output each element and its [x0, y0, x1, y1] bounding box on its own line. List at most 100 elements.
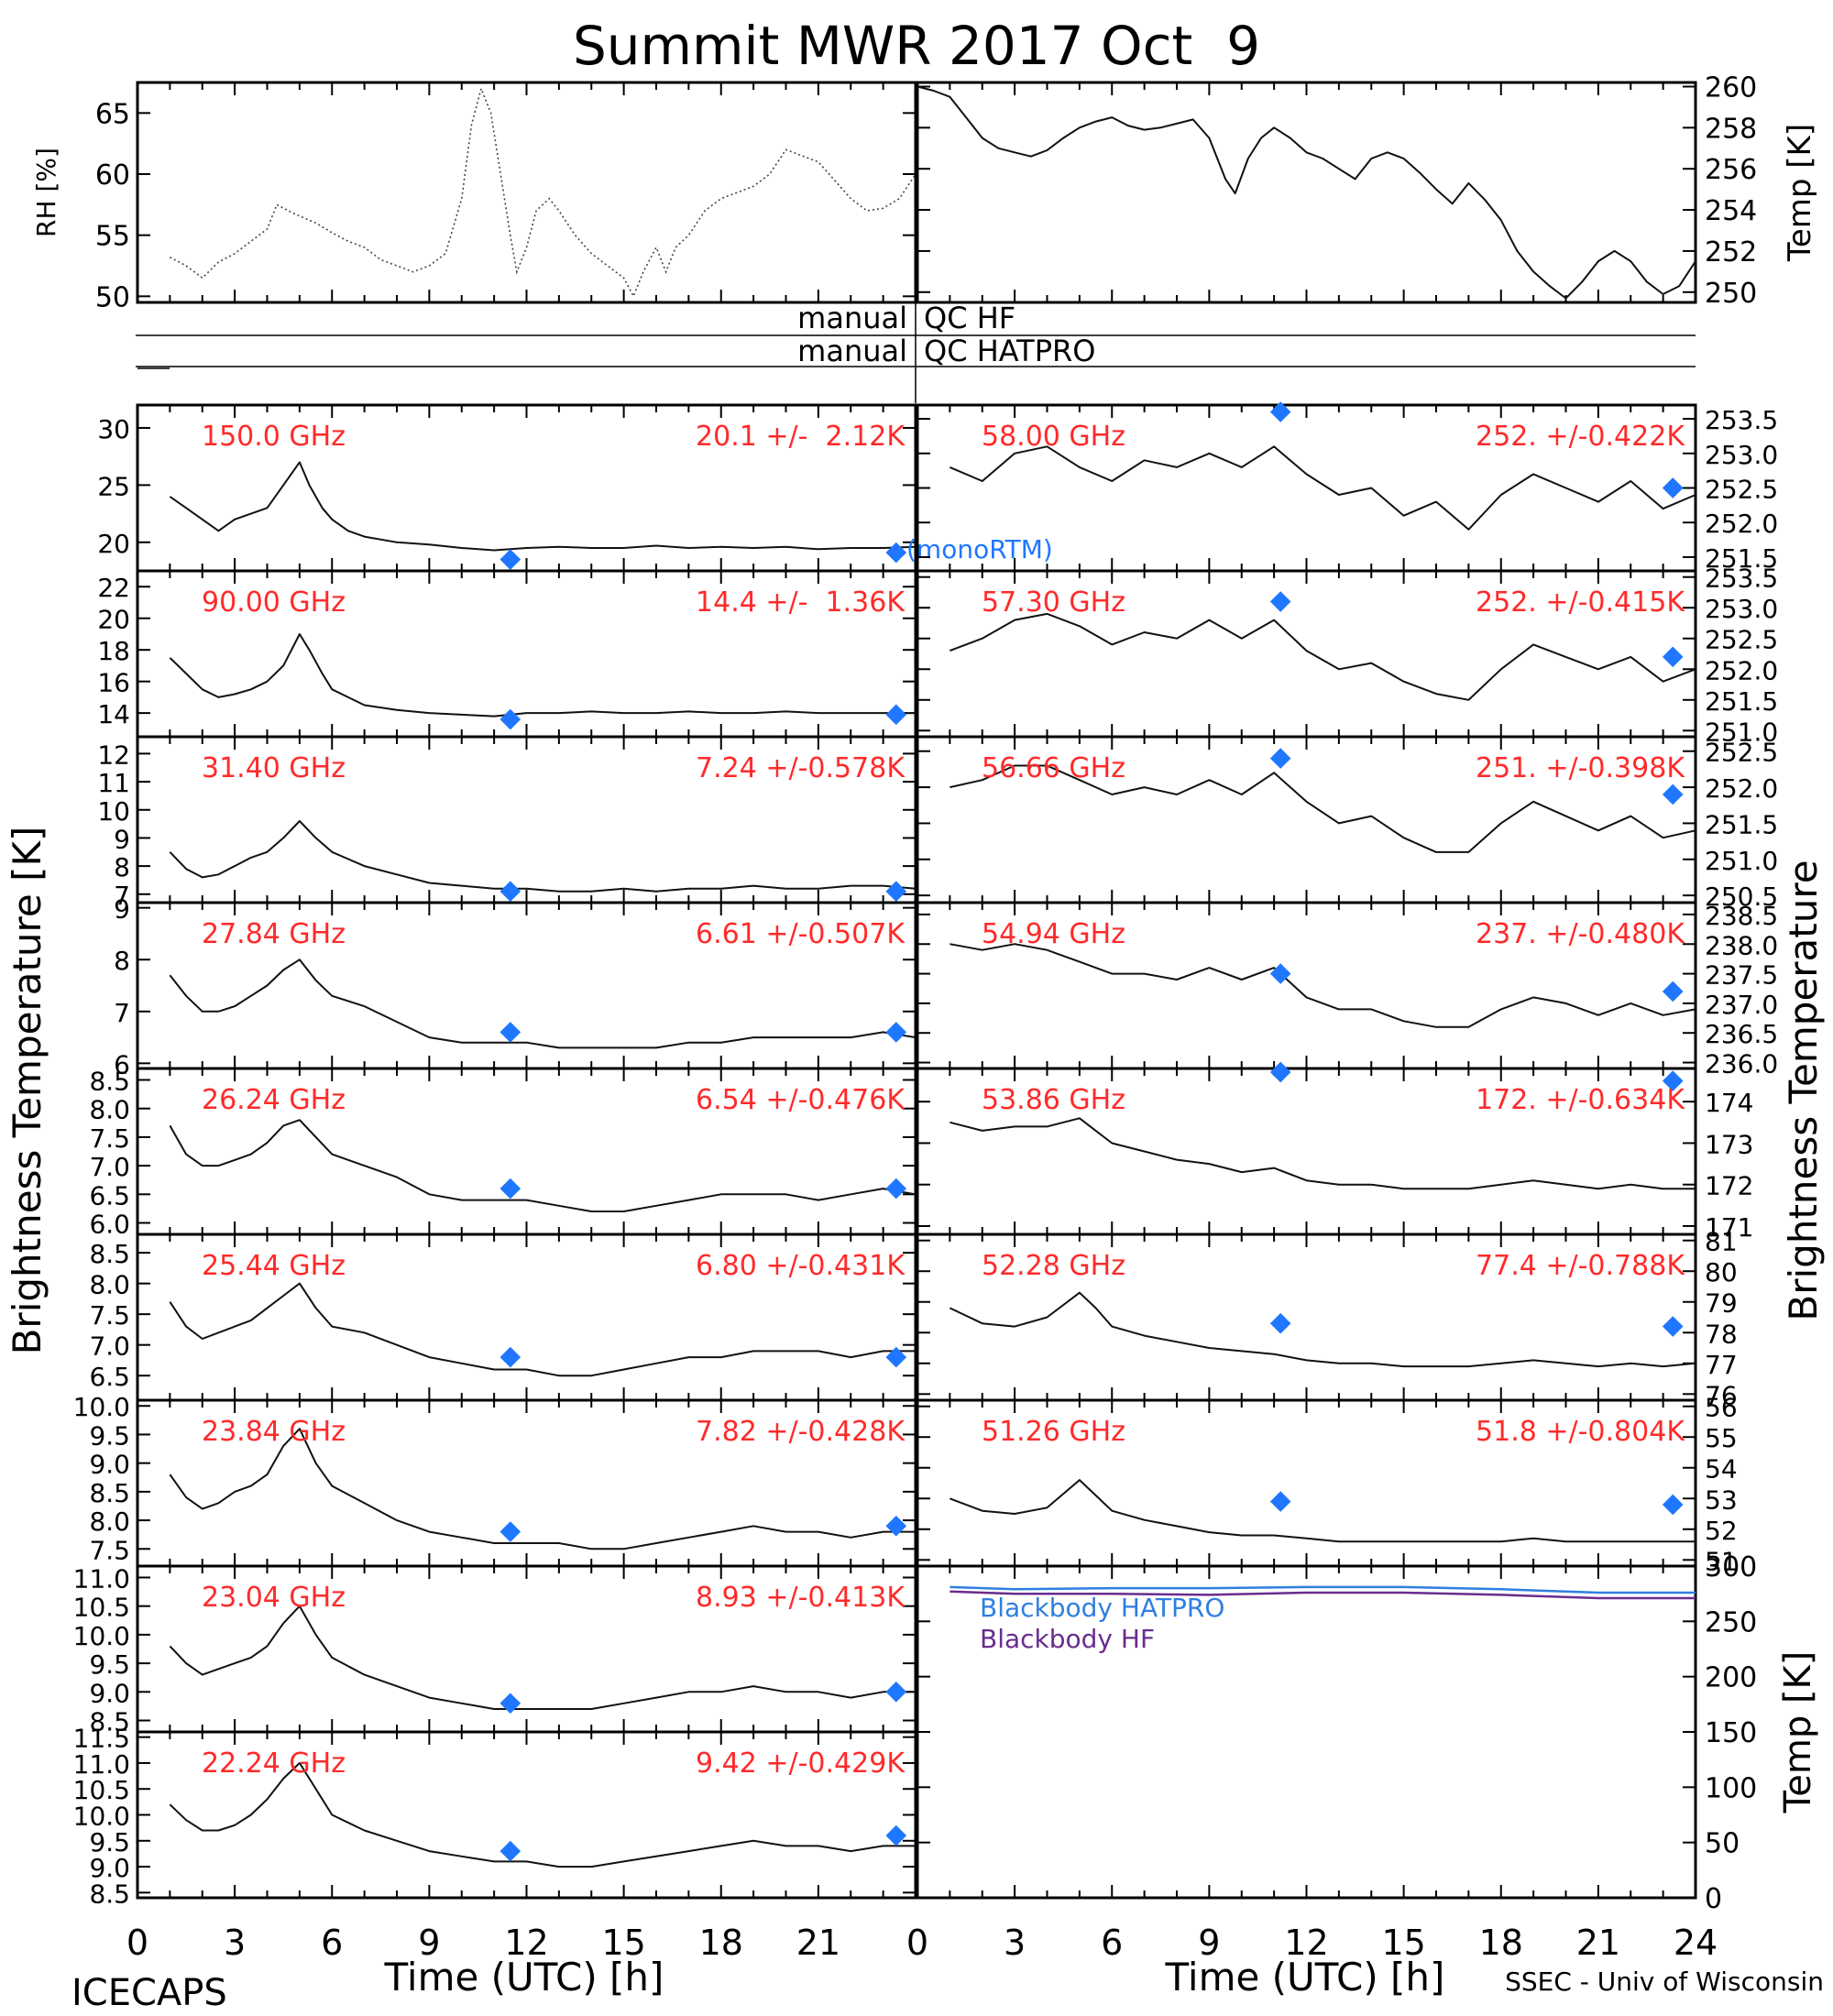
series-line	[169, 633, 916, 718]
panel-frame	[916, 81, 1697, 304]
x-tick-label: 18	[1479, 1923, 1523, 1963]
channel-label: 56.66 GHz	[982, 752, 1125, 784]
y-tick-label: 9.5	[89, 1827, 130, 1857]
x-tick-label: 6	[1101, 1923, 1123, 1963]
x-tick-label: 3	[1004, 1923, 1026, 1963]
x-tick-label: 21	[796, 1923, 840, 1963]
series-line	[949, 445, 1696, 531]
model-point	[885, 1681, 907, 1703]
y-tick-label: 256	[1705, 154, 1757, 186]
model-point	[1662, 1070, 1684, 1091]
y-tick-label: 250	[1705, 1606, 1757, 1638]
y-tick-label: 0	[1705, 1883, 1722, 1915]
series-line	[169, 461, 916, 552]
y-tick-label: 10.0	[73, 1392, 130, 1422]
figure-title: Summit MWR 2017 Oct 9	[573, 15, 1260, 77]
x-tick-label: 9	[1198, 1923, 1220, 1963]
model-point	[1269, 748, 1291, 769]
panel-ch23_84: 7.58.08.59.09.510.0 23.84 GHz 7.82 +/-0.42…	[73, 1392, 917, 1568]
model-point	[885, 1824, 907, 1846]
y-tick-label: 9.5	[89, 1649, 130, 1680]
y-tick-label: 253.0	[1705, 594, 1778, 624]
channel-label: 22.24 GHz	[202, 1748, 346, 1780]
model-point	[1662, 981, 1684, 1003]
model-point	[499, 1521, 521, 1542]
channel-label: 51.26 GHz	[982, 1416, 1125, 1448]
y-tick-label: 8.5	[89, 1239, 130, 1269]
y-tick-label: 253.5	[1705, 564, 1778, 594]
y-tick-label: 6.5	[89, 1362, 130, 1392]
y-tick-label: 300	[1705, 1551, 1757, 1583]
series-line	[949, 1291, 1696, 1368]
channel-label: 150.0 GHz	[202, 421, 346, 453]
panel-blackbody: 0 50 100 150 200 250 300 Blackbody HATPROBlackb…	[916, 1551, 1819, 1915]
model-point	[1269, 591, 1291, 612]
model-point	[1269, 1061, 1291, 1083]
y-tick-label: 56	[1705, 1393, 1738, 1423]
x-tick-label: 15	[1381, 1923, 1425, 1963]
series-line	[949, 1479, 1696, 1543]
y-tick-label: 252.0	[1705, 773, 1778, 804]
qc-hatpro-value: QC HATPRO	[924, 334, 1095, 368]
y-tick-label: 252.5	[1705, 738, 1778, 768]
channel-stats: 251. +/-0.398K	[1476, 752, 1685, 784]
channel-label: 58.00 GHz	[982, 421, 1125, 453]
channel-label: 90.00 GHz	[202, 586, 346, 619]
x-tick-labels: 0 0 3 3 6 6 9 9 12 12 15 15 18 18 21 21 24	[126, 1923, 1718, 1963]
model-point	[499, 881, 521, 903]
channel-label: 53.86 GHz	[982, 1084, 1125, 1116]
y-tick-label: 55	[95, 221, 130, 253]
model-point	[885, 1346, 907, 1368]
model-point	[885, 881, 907, 903]
model-point	[1269, 1312, 1291, 1334]
model-point	[499, 1022, 521, 1043]
y-tick-label: 8.5	[89, 1707, 130, 1737]
y-tick-label: 252.0	[1705, 509, 1778, 539]
y-tick-label: 7.0	[89, 1152, 130, 1182]
y-tick-label: 252.5	[1705, 625, 1778, 655]
y-tick-label: 60	[95, 159, 130, 192]
channel-label: 54.94 GHz	[982, 918, 1125, 950]
y-tick-label: 10.5	[73, 1593, 130, 1623]
x-tick-label: 9	[418, 1923, 440, 1963]
y-tick-label: 253.5	[1705, 405, 1778, 435]
series-line	[949, 764, 1696, 853]
x-tick-label: 0	[126, 1923, 148, 1963]
channel-stats: 8.93 +/-0.413K	[696, 1582, 906, 1614]
qc-hf-value: QC HF	[924, 301, 1015, 335]
legend-entry: Blackbody HATPRO	[980, 1593, 1224, 1623]
channel-stats: 252. +/-0.415K	[1476, 586, 1685, 619]
model-point	[499, 1693, 521, 1715]
y-tick-label: 7	[114, 881, 130, 911]
panel-frame	[136, 81, 917, 304]
y-tick-label: 7.5	[89, 1535, 130, 1565]
y-tick-label: 20	[97, 605, 130, 635]
channel-stats: 6.80 +/-0.431K	[696, 1250, 906, 1282]
panel-ch23_04: 8.59.09.510.010.511.0 23.04 GHz 8.93 +/-0.…	[73, 1563, 917, 1737]
y-tick-label: 236.0	[1705, 1049, 1778, 1079]
y-tick-label: 251.5	[1705, 809, 1778, 839]
model-point	[1662, 646, 1684, 668]
panel-ch58: 251.5 252.0 252.5 253.0 253.5 58.00 GHz 252. +…	[916, 401, 1778, 574]
y-tick-label: 11.0	[73, 1563, 130, 1594]
model-point	[499, 549, 521, 570]
channel-label: 23.84 GHz	[202, 1416, 346, 1448]
series-line	[170, 86, 916, 299]
y-tick-label: 9.5	[89, 1420, 130, 1451]
y-tick-label: 251.5	[1705, 686, 1778, 717]
y-tick-label: 253.0	[1705, 440, 1778, 470]
y-tick-label: 260	[1705, 71, 1757, 104]
model-point	[1662, 783, 1684, 805]
model-point	[885, 1022, 907, 1043]
series-line-blackbody-hatpro	[949, 1585, 1696, 1594]
y-tick-label: 9.0	[89, 1678, 130, 1708]
y-tick-label: 52	[1705, 1516, 1738, 1546]
y-tick-label: 6	[114, 1049, 130, 1079]
channel-stats: 172. +/-0.634K	[1476, 1084, 1685, 1116]
y-tick-label: 22	[97, 573, 130, 603]
y-tick-label: 7.5	[89, 1300, 130, 1331]
